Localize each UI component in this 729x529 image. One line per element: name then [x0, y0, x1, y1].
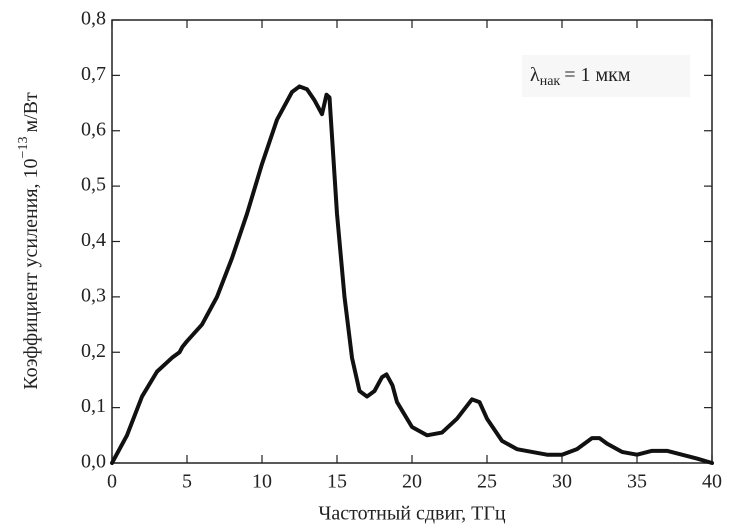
- y-axis-label-unit: м/Вт: [20, 92, 42, 133]
- y-tick-label: 0,7: [81, 63, 106, 85]
- annotation-subscript: нак: [540, 74, 561, 89]
- x-axis-label: Частотный сдвиг, ТГц: [318, 503, 505, 525]
- y-tick-label: 0,2: [81, 340, 106, 362]
- y-tick-label: 0,3: [81, 284, 106, 306]
- y-axis-label: Коэффициент усиления, 10−13 м/Вт: [16, 92, 41, 390]
- y-tick-label: 0,5: [81, 174, 106, 196]
- y-tick-label: 0,6: [81, 118, 106, 140]
- y-tick-label: 0,1: [81, 395, 106, 417]
- y-tick-label: 0,0: [81, 451, 106, 473]
- annotation-box: [522, 55, 690, 97]
- x-tick-label: 20: [402, 471, 422, 493]
- x-tick-label: 15: [327, 471, 347, 493]
- y-tick-label: 0,4: [81, 229, 106, 251]
- x-tick-label: 40: [702, 471, 722, 493]
- annotation: λнак = 1 мкм: [530, 64, 631, 90]
- data-line: [110, 84, 714, 465]
- x-tick-label: 5: [182, 471, 192, 493]
- annotation-text: = 1 мкм: [564, 64, 631, 86]
- x-tick-label: 0: [107, 471, 117, 493]
- x-tick-label: 10: [252, 471, 272, 493]
- y-axis-label-text: Коэффициент усиления, 10: [20, 158, 42, 389]
- y-axis-label-exponent: −13: [16, 137, 31, 159]
- x-tick-label: 30: [552, 471, 572, 493]
- x-tick-label: 35: [627, 471, 647, 493]
- y-tick-label: 0,8: [81, 8, 106, 30]
- x-tick-label: 25: [477, 471, 497, 493]
- annotation-symbol: λ: [530, 64, 540, 86]
